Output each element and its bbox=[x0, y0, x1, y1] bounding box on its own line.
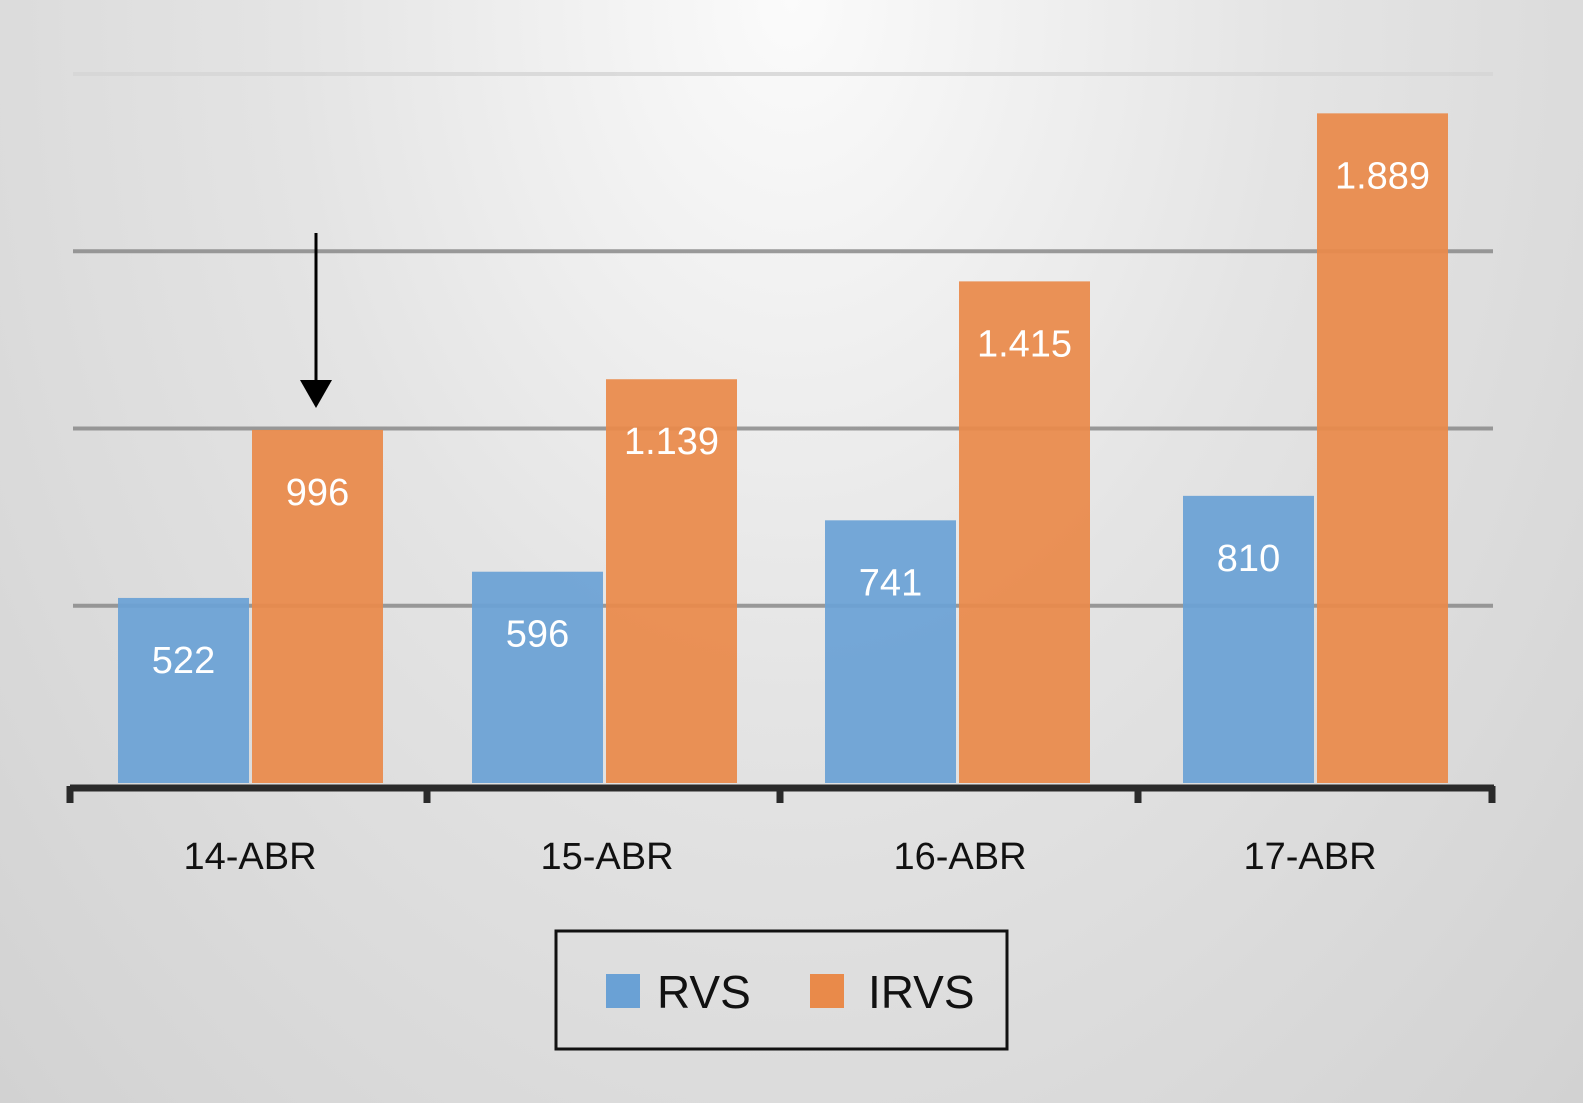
legend-swatch-irvs bbox=[810, 974, 844, 1008]
category-labels: 14-ABR 15-ABR 16-ABR 17-ABR bbox=[183, 836, 1376, 878]
data-label: 1.139 bbox=[624, 421, 719, 463]
bar-irvs bbox=[959, 281, 1090, 783]
category-label: 15-ABR bbox=[540, 836, 673, 878]
bar-irvs bbox=[1317, 113, 1448, 784]
bar-rvs bbox=[1183, 495, 1314, 783]
bar-irvs bbox=[252, 429, 383, 783]
data-label: 596 bbox=[506, 614, 569, 656]
bar-rvs bbox=[825, 520, 956, 783]
legend-label-irvs: IRVS bbox=[868, 966, 975, 1018]
data-label: 522 bbox=[152, 640, 215, 682]
data-label: 996 bbox=[286, 472, 349, 514]
legend: RVS IRVS bbox=[554, 929, 1009, 1051]
data-label: 810 bbox=[1217, 538, 1280, 580]
legend-label-rvs: RVS bbox=[657, 966, 751, 1018]
category-label: 14-ABR bbox=[183, 836, 316, 878]
bar-rvs bbox=[472, 571, 603, 783]
legend-swatch-rvs bbox=[606, 974, 640, 1008]
category-label: 17-ABR bbox=[1243, 836, 1376, 878]
bars: 522 996 596 1.139 741 1.415 810 1.889 bbox=[118, 113, 1448, 784]
category-label: 16-ABR bbox=[893, 836, 1026, 878]
bar-irvs bbox=[606, 379, 737, 783]
data-label: 741 bbox=[859, 562, 922, 604]
legend-box bbox=[554, 929, 1009, 1051]
arrow-annotation bbox=[300, 233, 332, 408]
x-axis bbox=[66, 784, 1496, 803]
data-label: 1.889 bbox=[1335, 155, 1430, 197]
arrow-head-icon bbox=[300, 380, 332, 408]
bar-rvs bbox=[118, 597, 249, 783]
data-label: 1.415 bbox=[977, 323, 1072, 365]
